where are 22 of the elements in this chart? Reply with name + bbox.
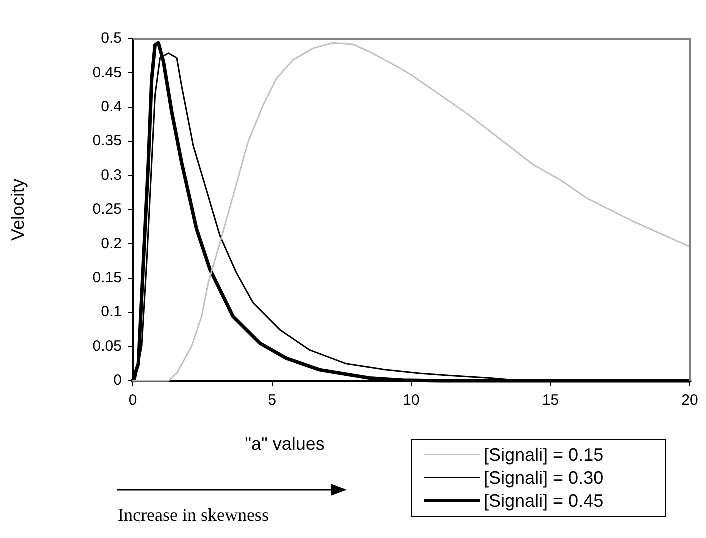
y-tick-label: 0.5 — [101, 30, 122, 48]
y-tick-label: 0.3 — [101, 166, 122, 184]
text: Increase in skewness — [118, 505, 269, 526]
x-tick-label: 10 — [403, 392, 420, 410]
y-tick-label: 0.4 — [101, 98, 122, 116]
y-tick-label: 0.25 — [92, 201, 122, 218]
y-tick-label: 0.05 — [92, 338, 122, 355]
legend-label: [Signali] = 0.15 — [484, 444, 604, 466]
x-tick-label: 5 — [268, 392, 276, 410]
y-tick-label: 0 — [114, 372, 122, 390]
x-tick-label: 20 — [682, 392, 698, 410]
y-tick-label: 0.2 — [101, 235, 122, 252]
y-tick-label: 0.35 — [92, 132, 122, 150]
legend-label: [Signali] = 0.45 — [484, 490, 604, 512]
x-tick-label: 0 — [128, 392, 138, 410]
y-tick-label: 0.15 — [92, 270, 122, 287]
y-tick-label: 0.45 — [92, 64, 122, 82]
x-axis-title: "a" values — [244, 434, 326, 455]
x-tick-label: 15 — [542, 392, 560, 410]
y-tick-label: 0.1 — [101, 304, 122, 321]
y-axis-title: Velocity — [8, 178, 28, 242]
legend-label: [Signali] = 0.30 — [484, 466, 604, 488]
